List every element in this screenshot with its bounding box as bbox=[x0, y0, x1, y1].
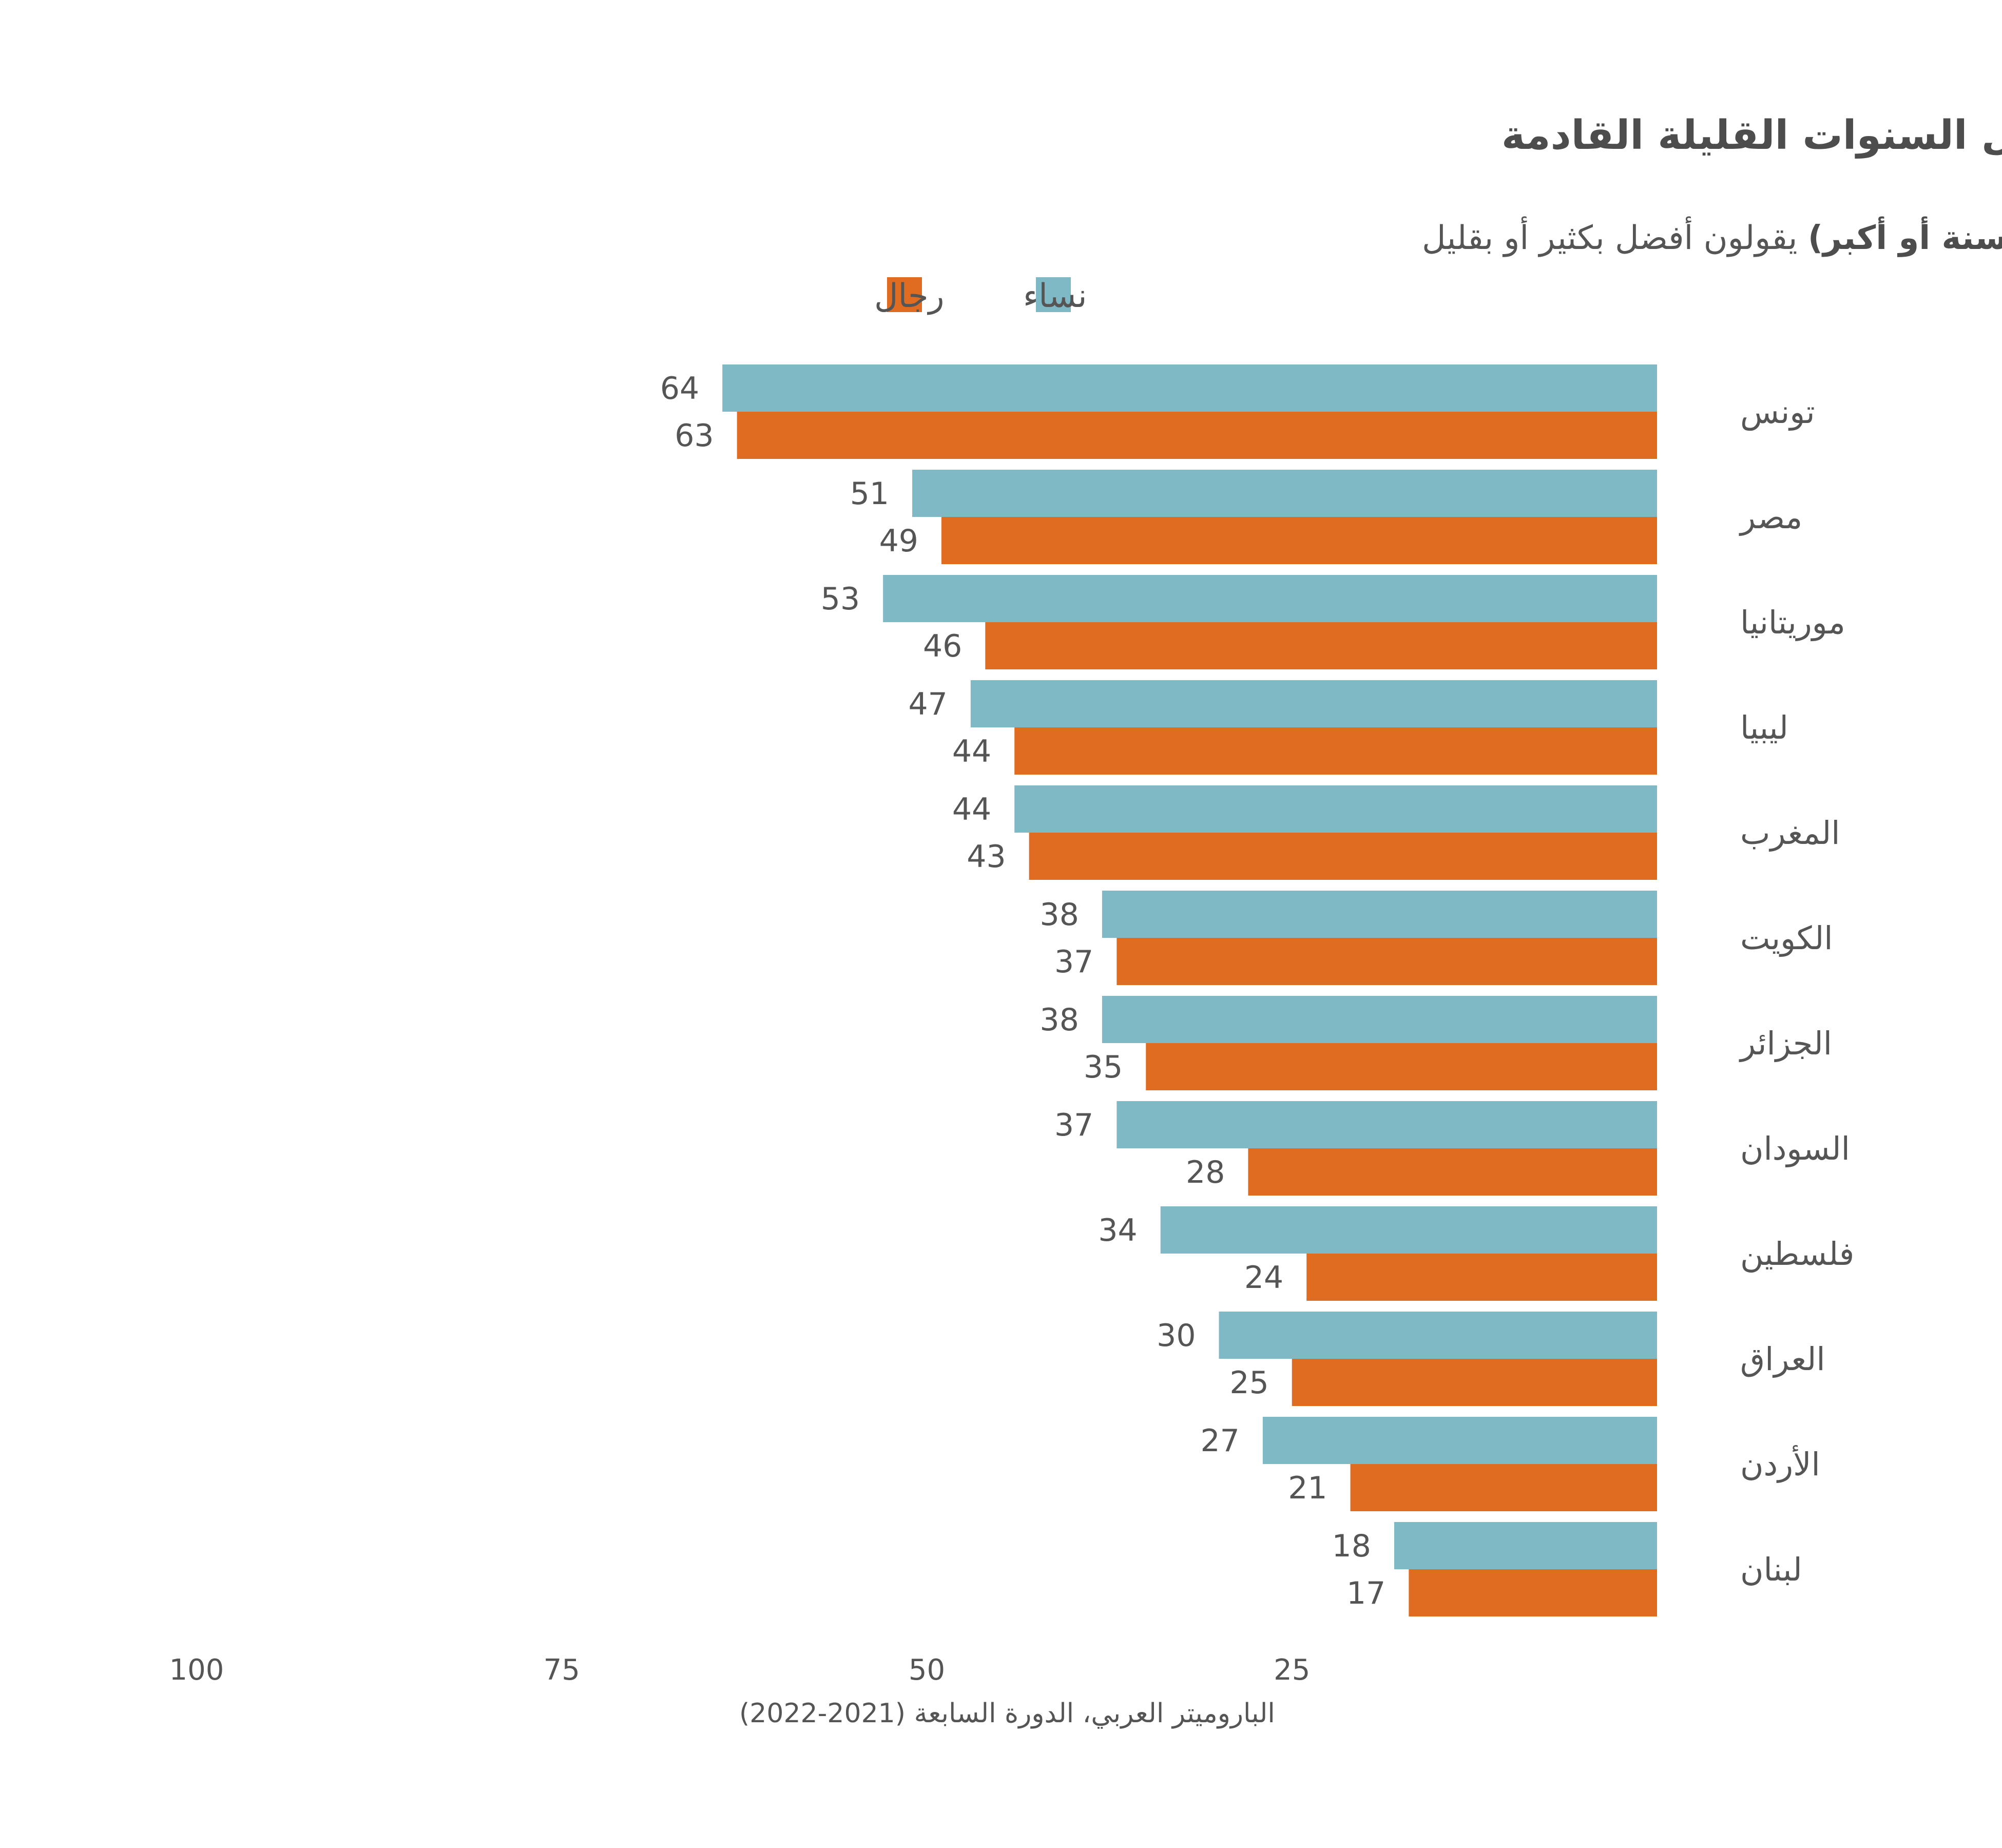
bar-women bbox=[1102, 996, 1657, 1043]
bar-women bbox=[1394, 1522, 1657, 1569]
x-tick-label: 25 bbox=[1274, 1653, 1310, 1687]
bar-men bbox=[1306, 1254, 1657, 1301]
bar-men bbox=[1146, 1043, 1657, 1090]
value-label-women: 44 bbox=[952, 792, 991, 827]
category-label: ليبيا bbox=[1740, 709, 1788, 746]
value-label-men: 21 bbox=[1288, 1470, 1327, 1506]
bar-women bbox=[1014, 785, 1657, 833]
subtitle-bold: من الكبار (30 سنة أو أكبر) bbox=[1808, 216, 2002, 257]
bar-men bbox=[985, 622, 1657, 669]
category-label: الكويت bbox=[1740, 919, 1833, 957]
value-label-men: 43 bbox=[967, 839, 1006, 875]
value-label-men: 24 bbox=[1244, 1260, 1283, 1296]
bar-women bbox=[1262, 1417, 1657, 1464]
bar-women bbox=[1160, 1206, 1657, 1254]
bar-women bbox=[883, 575, 1657, 622]
bar-women bbox=[1102, 891, 1657, 938]
category-label: تونس bbox=[1740, 393, 1815, 431]
category-label: مصر bbox=[1739, 498, 1802, 536]
bar-women bbox=[1116, 1101, 1657, 1148]
category-label: الأردن bbox=[1740, 1445, 1820, 1483]
category-label: الجزائر bbox=[1739, 1025, 1832, 1062]
value-label-women: 38 bbox=[1040, 1002, 1079, 1038]
x-axis-ticks: 100 75 50 25 bbox=[169, 1653, 1311, 1687]
value-label-men: 49 bbox=[879, 523, 918, 559]
x-tick-label: 100 bbox=[169, 1653, 224, 1687]
value-label-women: 53 bbox=[821, 581, 860, 617]
bars: 6463تونس5149مصر5346موريتانيا4744ليبيا444… bbox=[660, 364, 1854, 1616]
value-label-women: 37 bbox=[1054, 1107, 1093, 1143]
value-label-women: 18 bbox=[1332, 1528, 1371, 1564]
category-label: فلسطين bbox=[1740, 1235, 1854, 1273]
bar-men bbox=[1409, 1569, 1657, 1616]
value-label-men: 46 bbox=[923, 628, 962, 664]
x-tick-label: 75 bbox=[544, 1653, 580, 1687]
value-label-men: 37 bbox=[1054, 944, 1093, 980]
bar-women bbox=[722, 364, 1657, 412]
value-label-men: 35 bbox=[1084, 1049, 1123, 1085]
x-tick-label: 50 bbox=[909, 1653, 945, 1687]
bar-men bbox=[1248, 1148, 1657, 1196]
legend-swatch-women bbox=[1036, 277, 1071, 312]
value-label-women: 51 bbox=[850, 476, 889, 512]
value-label-women: 30 bbox=[1157, 1318, 1196, 1354]
bar-men bbox=[1014, 727, 1657, 775]
category-label: السودان bbox=[1740, 1130, 1850, 1167]
legend-label-men: رجال bbox=[874, 277, 944, 315]
value-label-men: 44 bbox=[952, 734, 991, 769]
value-label-women: 27 bbox=[1200, 1423, 1239, 1459]
source-note: الباروميتر العربي، الدورة السابعة (2021-… bbox=[739, 1698, 1275, 1729]
chart-subtitle: % من الكبار (30 سنة أو أكبر) يقولون أفضل… bbox=[1422, 216, 2002, 257]
legend-label-women: نساء bbox=[1023, 277, 1087, 315]
value-label-women: 64 bbox=[660, 371, 699, 407]
value-label-men: 17 bbox=[1346, 1575, 1385, 1611]
value-label-women: 38 bbox=[1040, 897, 1079, 933]
legend: نساء رجال bbox=[874, 277, 1087, 315]
value-label-men: 28 bbox=[1186, 1154, 1225, 1190]
chart-title: الوضع الاقتصادي في بلدك خلال السنوات الق… bbox=[1502, 112, 2002, 159]
bar-men bbox=[737, 412, 1657, 459]
legend-swatch-men bbox=[887, 277, 922, 312]
category-label: المغرب bbox=[1740, 814, 1840, 852]
category-label: لبنان bbox=[1740, 1551, 1802, 1588]
bar-women bbox=[970, 680, 1657, 727]
value-label-women: 47 bbox=[908, 686, 947, 722]
value-label-women: 34 bbox=[1098, 1212, 1137, 1248]
bar-men bbox=[1350, 1464, 1657, 1511]
bar-men bbox=[1292, 1359, 1657, 1406]
category-label: العراق bbox=[1740, 1340, 1825, 1378]
subtitle-rest: يقولون أفضل بكثير أو بقليل bbox=[1422, 216, 1797, 257]
bar-women bbox=[912, 470, 1657, 517]
bar-men bbox=[941, 517, 1657, 564]
value-label-men: 25 bbox=[1229, 1365, 1268, 1401]
value-label-men: 63 bbox=[675, 418, 714, 454]
bar-men bbox=[1116, 938, 1657, 985]
category-label: موريتانيا bbox=[1740, 604, 1845, 641]
bar-women bbox=[1219, 1312, 1657, 1359]
bar-men bbox=[1029, 833, 1657, 880]
